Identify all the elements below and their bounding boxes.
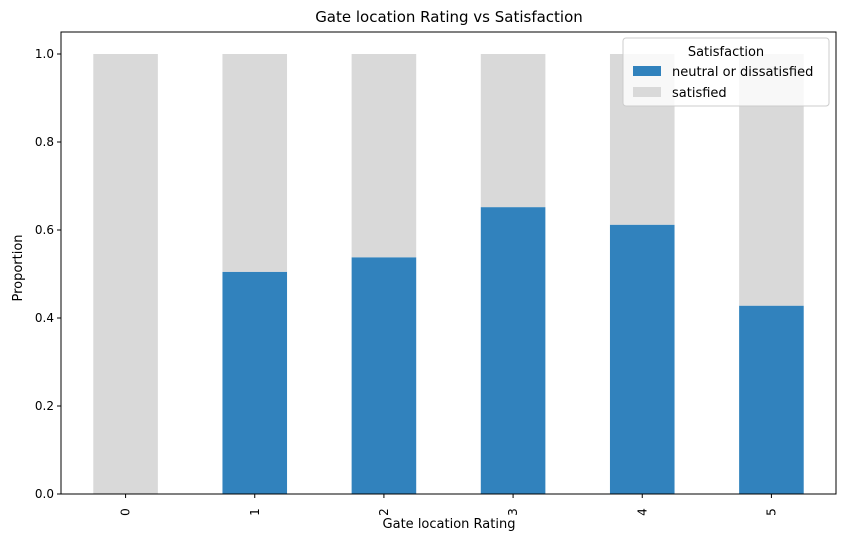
y-tick-label: 0.6 — [35, 223, 54, 237]
legend-swatch-satisfied — [633, 87, 661, 97]
bar-neutral-4 — [609, 224, 675, 494]
bar-satisfied-0 — [93, 54, 158, 494]
bar-satisfied-2 — [351, 54, 417, 258]
bar-satisfied-3 — [480, 54, 546, 208]
y-tick-label: 0.4 — [35, 311, 54, 325]
y-tick-label: 0.0 — [35, 487, 54, 501]
y-tick-label: 0.2 — [35, 399, 54, 413]
legend-swatch-neutral — [633, 66, 661, 76]
bar-satisfied-1 — [222, 54, 288, 272]
x-tick-label: 5 — [764, 508, 778, 516]
legend: Satisfaction neutral or dissatisfied sat… — [622, 37, 830, 107]
axes-group: 0 1 2 3 4 5 0.0 0.2 0.4 0.6 0.8 1.0 — [35, 31, 837, 516]
chart-title: Gate location Rating vs Satisfaction — [315, 8, 583, 26]
x-tick-label: 3 — [506, 508, 520, 516]
x-tick-label: 1 — [248, 508, 262, 516]
legend-label-neutral: neutral or dissatisfied — [672, 65, 813, 80]
legend-frame — [622, 37, 830, 107]
bars-group — [93, 54, 804, 494]
legend-title: Satisfaction — [688, 45, 764, 60]
legend-label-satisfied: satisfied — [672, 86, 727, 101]
x-tick-label: 0 — [119, 508, 133, 516]
bar-neutral-1 — [222, 271, 288, 494]
plot-frame — [60, 31, 837, 495]
y-tick-label: 1.0 — [35, 47, 54, 61]
bar-neutral-3 — [480, 207, 546, 494]
bar-neutral-2 — [351, 257, 417, 494]
x-axis-label: Gate location Rating — [383, 517, 516, 532]
y-axis-label: Proportion — [11, 234, 26, 301]
bar-neutral-5 — [739, 305, 804, 494]
y-tick-label: 0.8 — [35, 135, 54, 149]
x-tick-label: 4 — [635, 508, 649, 516]
x-tick-label: 2 — [377, 508, 391, 516]
